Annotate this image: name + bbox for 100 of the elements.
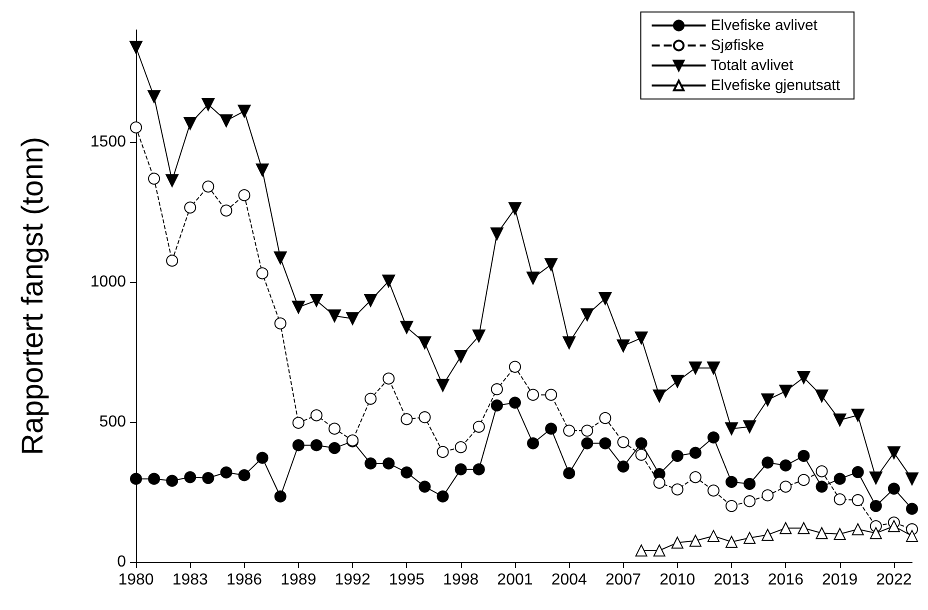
point (400, 413, 413, 426)
x-tick-label: 1986 (226, 572, 262, 588)
point (581, 437, 594, 450)
point (527, 388, 540, 401)
point (130, 121, 142, 134)
point (364, 457, 377, 470)
point (689, 471, 702, 484)
x-tick-label: 2007 (605, 572, 642, 588)
point (166, 174, 179, 188)
point (400, 466, 413, 478)
point (400, 320, 414, 334)
y-axis-title: Rapportert fangst (tonn) (16, 136, 50, 456)
point (706, 361, 720, 374)
point (130, 40, 142, 54)
point (671, 536, 684, 549)
point (816, 465, 828, 478)
point (274, 490, 286, 502)
point (508, 202, 522, 216)
x-tick-label: 2001 (497, 572, 533, 588)
y-tick-label: 0 (117, 554, 126, 570)
point (689, 446, 702, 459)
point (220, 204, 232, 217)
point (220, 114, 233, 128)
point (708, 484, 720, 497)
point (744, 495, 756, 508)
point (148, 172, 160, 185)
point (274, 317, 286, 330)
point (472, 463, 485, 476)
point (762, 456, 774, 469)
point (328, 422, 341, 435)
point (779, 384, 792, 398)
point (508, 396, 521, 409)
point (888, 482, 900, 495)
point (617, 460, 630, 473)
x-tick-label: 1983 (172, 572, 208, 588)
x-tick-label: 2016 (768, 572, 804, 588)
point (906, 472, 918, 486)
point (256, 267, 268, 280)
point (798, 522, 810, 534)
point (148, 90, 161, 104)
point (544, 258, 558, 272)
point (166, 254, 178, 267)
point (184, 117, 197, 130)
point (418, 480, 431, 493)
point (870, 500, 882, 512)
point (726, 536, 738, 548)
point (202, 180, 214, 193)
point (202, 98, 215, 111)
point (888, 520, 900, 532)
point (599, 412, 612, 424)
point (762, 489, 774, 502)
point (834, 472, 846, 485)
point (364, 294, 378, 307)
point (292, 416, 304, 429)
x-tick-label: 1989 (280, 572, 316, 588)
point (238, 189, 250, 202)
point (472, 420, 485, 433)
legend-label: Sjøfiske (710, 37, 764, 54)
y-tick-label: 1500 (90, 134, 126, 150)
legend-label: Elvefiske avlivet (710, 17, 818, 34)
point (634, 332, 648, 344)
x-tick-label: 2019 (822, 572, 858, 588)
point (906, 502, 918, 515)
point (726, 476, 738, 488)
point (689, 534, 702, 547)
point (688, 361, 702, 374)
point (652, 389, 666, 402)
point (616, 339, 630, 352)
point (382, 274, 396, 288)
legend-label: Elvefiske gjenutsatt (710, 77, 841, 94)
point (527, 437, 540, 450)
point (148, 472, 160, 485)
point (310, 294, 323, 307)
point (726, 500, 738, 512)
x-tick-label: 1980 (118, 572, 154, 588)
point (184, 202, 196, 214)
x-tick-label: 1992 (334, 572, 370, 588)
point (744, 532, 756, 544)
point (797, 370, 810, 384)
y-tick-label: 500 (99, 414, 126, 430)
point (870, 527, 882, 540)
point (436, 378, 450, 392)
point (364, 392, 377, 405)
point (816, 480, 828, 493)
point (490, 227, 504, 240)
point (834, 493, 846, 506)
point (852, 523, 864, 536)
point (292, 300, 305, 314)
point (545, 388, 558, 401)
point (526, 272, 540, 285)
point (635, 437, 648, 450)
point (798, 474, 810, 486)
point (599, 437, 612, 450)
point (238, 104, 251, 118)
x-tick-label: 1998 (443, 572, 479, 588)
point (328, 309, 342, 322)
point (762, 528, 774, 541)
point (617, 436, 630, 448)
point (798, 450, 810, 462)
point (635, 448, 648, 461)
